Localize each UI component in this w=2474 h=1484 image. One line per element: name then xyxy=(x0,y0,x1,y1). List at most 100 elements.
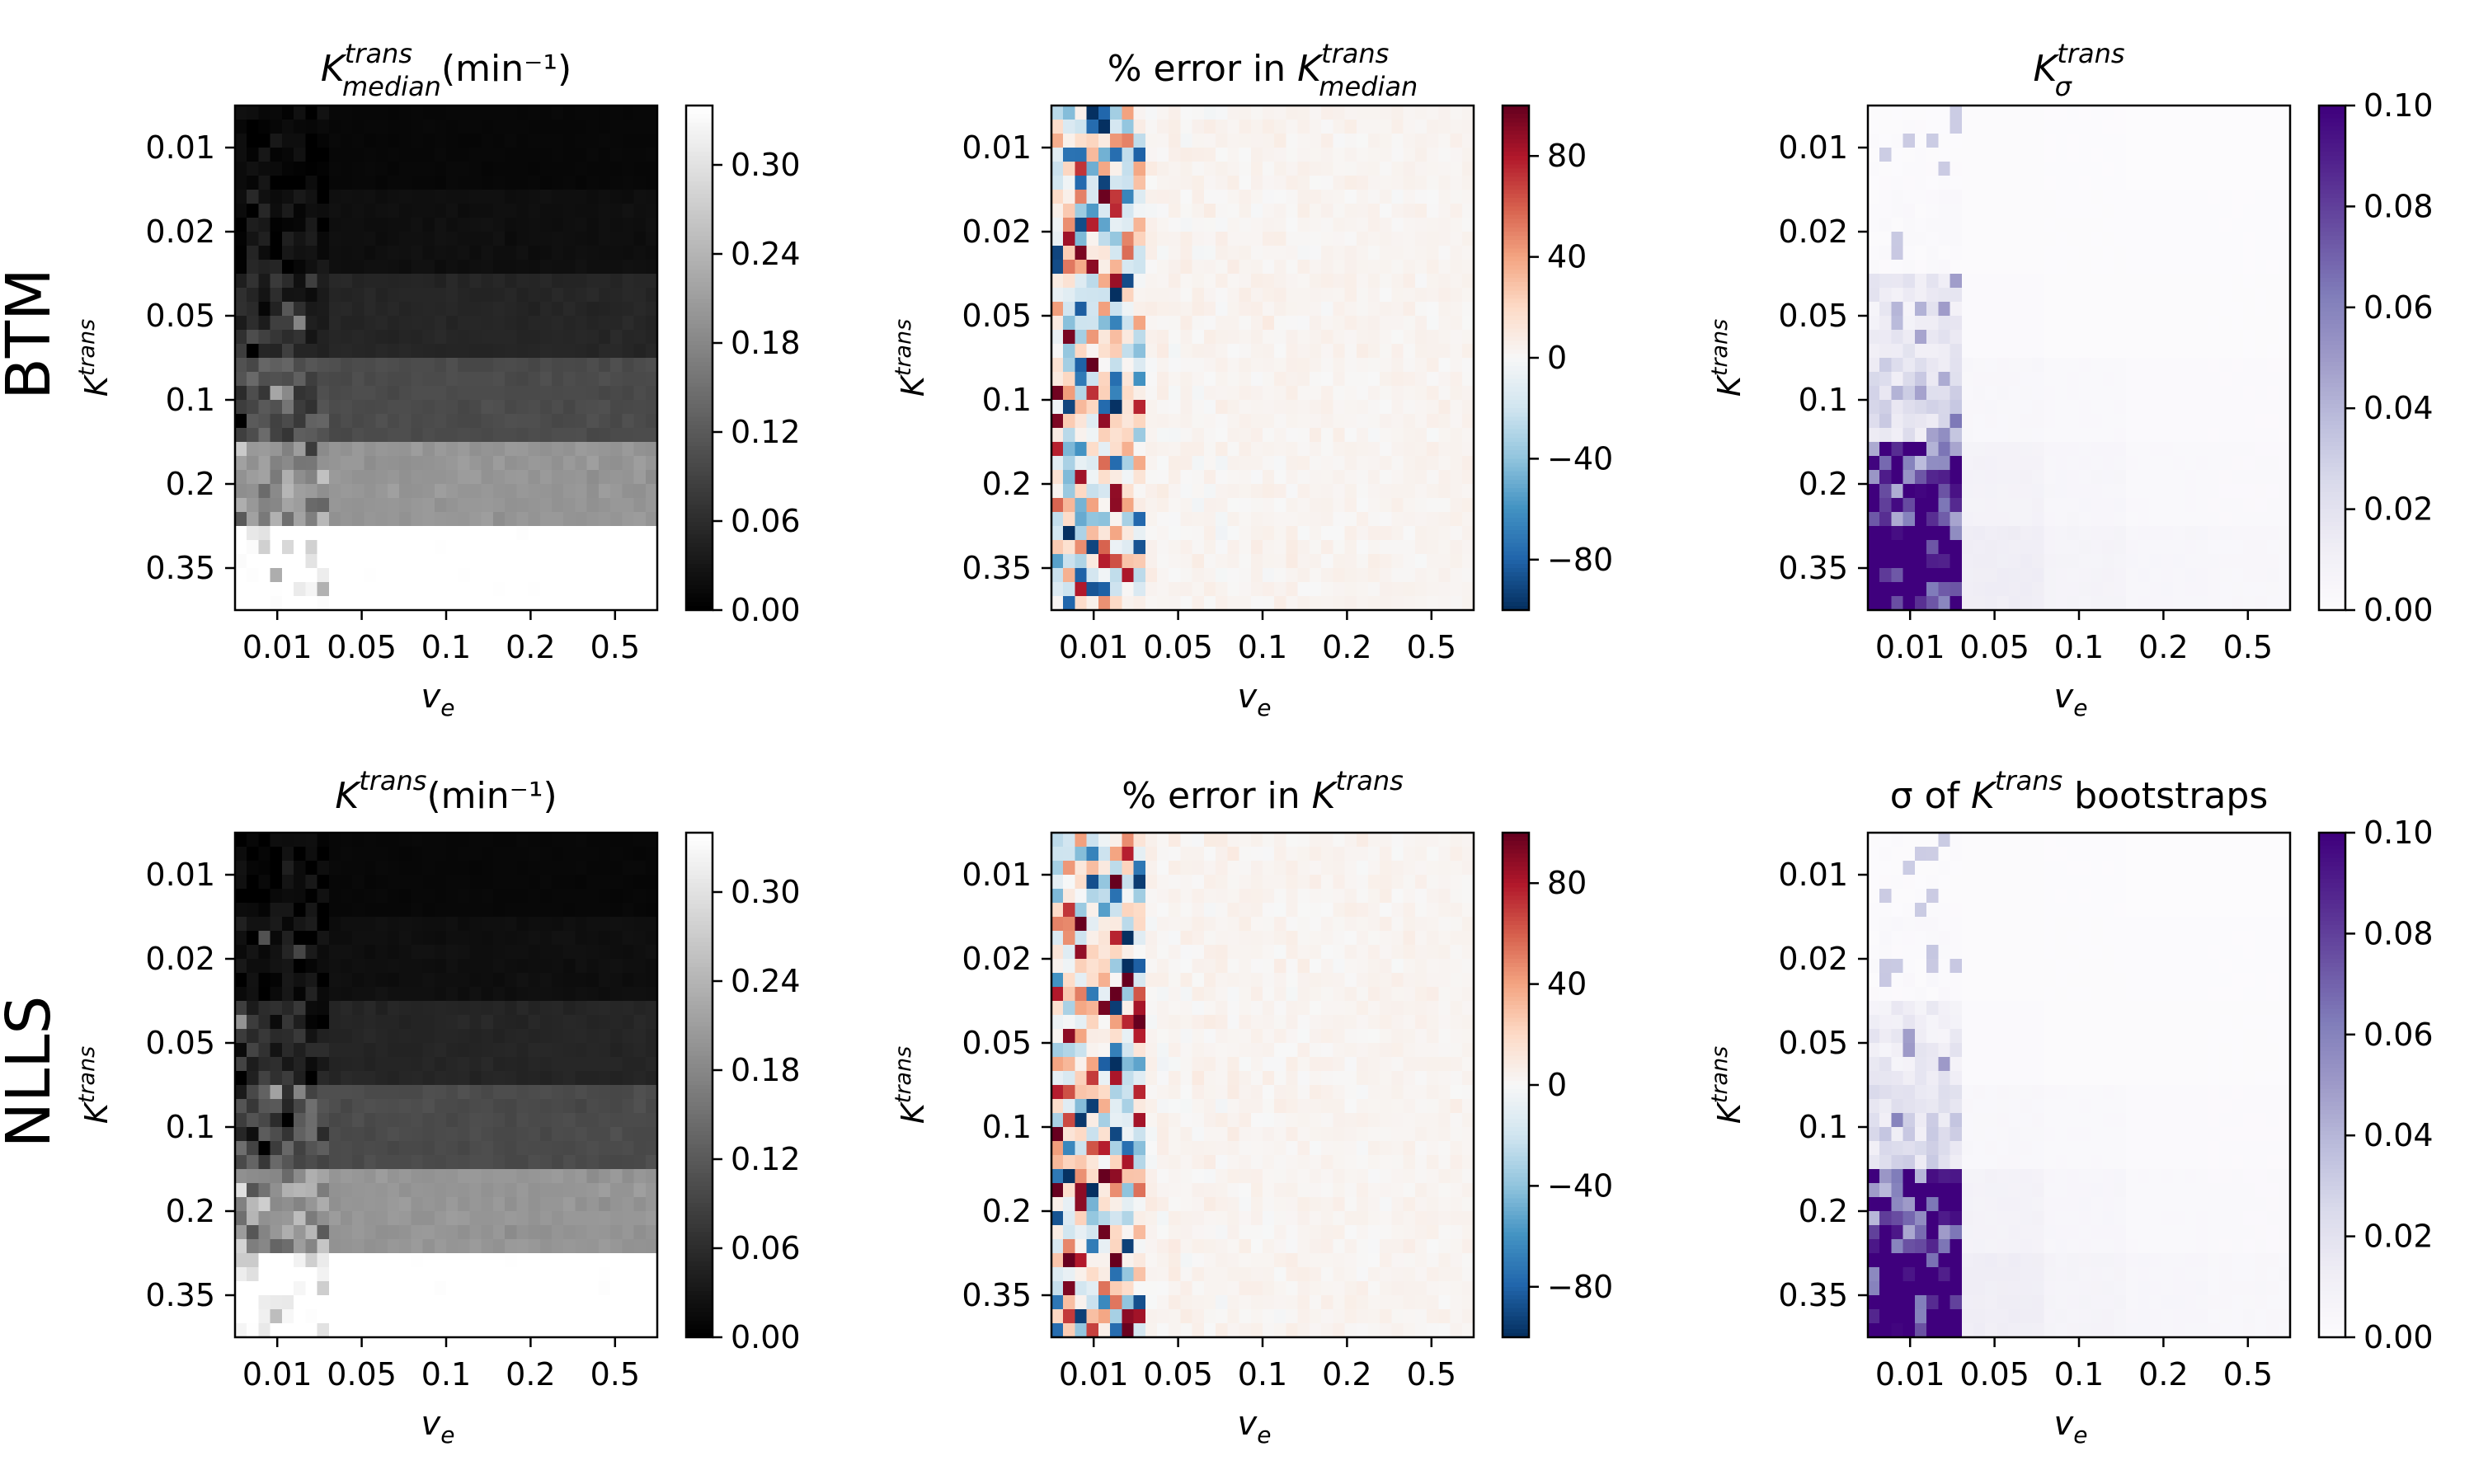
heatmap-cell xyxy=(2278,246,2291,261)
heatmap-cell xyxy=(2114,428,2127,443)
heatmap-cell xyxy=(305,484,318,499)
heatmap-cell xyxy=(1997,358,2010,373)
heatmap-cell xyxy=(2125,288,2138,303)
heatmap-cell xyxy=(258,456,271,471)
colorbar-segment xyxy=(2319,492,2345,498)
heatmap-cell xyxy=(2278,512,2291,527)
heatmap-cell xyxy=(539,568,553,583)
heatmap-cell xyxy=(575,344,588,359)
heatmap-cell xyxy=(1891,582,1904,597)
heatmap-cell xyxy=(399,1015,412,1030)
heatmap-cell xyxy=(1891,596,1904,611)
heatmap-cell xyxy=(2172,190,2185,204)
heatmap-cell xyxy=(2243,414,2255,429)
heatmap-cell xyxy=(2172,596,2185,611)
heatmap-cell xyxy=(2102,120,2115,134)
heatmap-cell xyxy=(422,931,435,946)
heatmap-cell xyxy=(1321,442,1333,457)
heatmap-cell xyxy=(1145,218,1158,232)
heatmap-cell xyxy=(341,847,353,862)
heatmap-cell xyxy=(1239,316,1252,331)
heatmap-cell xyxy=(1438,386,1451,401)
heatmap-cell xyxy=(375,833,388,848)
colorbar-segment xyxy=(686,425,713,430)
heatmap-cell xyxy=(586,973,600,988)
heatmap-cell xyxy=(1157,134,1169,148)
colorbar-segment xyxy=(686,589,713,594)
colorbar-segment xyxy=(1503,521,1529,527)
heatmap-cell xyxy=(387,330,400,345)
heatmap-cell xyxy=(1961,246,1974,261)
heatmap-cell xyxy=(294,260,306,275)
heatmap-cell xyxy=(1263,162,1275,176)
colorbar-segment xyxy=(2319,580,2345,586)
x-tick-label: 0.01 xyxy=(1059,629,1129,665)
colorbar-segment xyxy=(686,332,713,338)
heatmap-cell xyxy=(1380,232,1393,247)
heatmap-cell xyxy=(1961,176,1974,190)
heatmap-cell xyxy=(247,302,260,317)
heatmap-cell xyxy=(610,386,623,401)
heatmap-cell xyxy=(1438,554,1451,569)
heatmap-cell xyxy=(1297,148,1310,162)
heatmap-cell xyxy=(645,372,658,387)
heatmap-cell xyxy=(1356,582,1369,597)
heatmap-cell xyxy=(2138,414,2150,429)
heatmap-cell xyxy=(2102,134,2115,148)
colorbar-segment xyxy=(686,526,713,531)
heatmap-cell xyxy=(1380,470,1393,485)
heatmap-cell xyxy=(1203,428,1216,443)
heatmap-cell xyxy=(1122,512,1135,527)
heatmap-cell xyxy=(1063,372,1076,387)
heatmap-cell xyxy=(1391,120,1404,134)
heatmap-cell xyxy=(1985,316,1998,331)
heatmap-cell xyxy=(1938,148,1951,162)
heatmap-cell xyxy=(1903,260,1916,275)
colorbar-segment xyxy=(686,148,713,153)
heatmap-cell xyxy=(434,1043,447,1058)
heatmap-cell xyxy=(2091,568,2104,583)
heatmap-cell xyxy=(1075,512,1088,527)
heatmap-cell xyxy=(1145,344,1158,359)
heatmap-cell xyxy=(1157,344,1169,359)
colorbar-segment xyxy=(1503,585,1529,590)
heatmap-cell xyxy=(2255,428,2268,443)
heatmap-cell xyxy=(1157,400,1169,415)
heatmap-cell xyxy=(387,414,400,429)
heatmap-cell xyxy=(434,959,447,974)
heatmap-cell xyxy=(539,540,553,555)
heatmap-cell xyxy=(399,176,412,190)
heatmap-cell xyxy=(1973,106,1986,120)
heatmap-cell xyxy=(481,330,494,345)
heatmap-cell xyxy=(352,903,365,918)
heatmap-cell xyxy=(563,316,576,331)
heatmap-cell xyxy=(492,1015,506,1030)
colorbar-tick-label: 40 xyxy=(1547,239,1587,275)
heatmap-cell xyxy=(1997,218,2010,232)
heatmap-cell xyxy=(563,568,576,583)
heatmap-cell xyxy=(352,288,365,303)
heatmap-cell xyxy=(2231,218,2244,232)
heatmap-cell xyxy=(2208,596,2221,611)
heatmap-cell xyxy=(645,1015,658,1030)
heatmap-cell xyxy=(1203,512,1216,527)
heatmap-cell xyxy=(575,414,588,429)
heatmap-cell xyxy=(1403,274,1416,289)
heatmap-cell xyxy=(305,288,318,303)
heatmap-cell xyxy=(1250,386,1263,401)
heatmap-cell xyxy=(469,344,482,359)
heatmap-cell xyxy=(575,917,588,932)
heatmap-cell xyxy=(341,288,353,303)
heatmap-cell xyxy=(1973,596,1986,611)
heatmap-cell xyxy=(446,260,459,275)
heatmap-cell xyxy=(2255,260,2268,275)
heatmap-cell xyxy=(1891,120,1904,134)
heatmap-cell xyxy=(317,498,330,513)
heatmap-cell xyxy=(1216,498,1228,513)
heatmap-cell xyxy=(2125,596,2138,611)
heatmap-cell xyxy=(633,302,647,317)
heatmap-cell xyxy=(1086,582,1099,597)
heatmap-cell xyxy=(399,414,412,429)
heatmap-cell xyxy=(1961,554,1974,569)
heatmap-cell xyxy=(1086,344,1099,359)
